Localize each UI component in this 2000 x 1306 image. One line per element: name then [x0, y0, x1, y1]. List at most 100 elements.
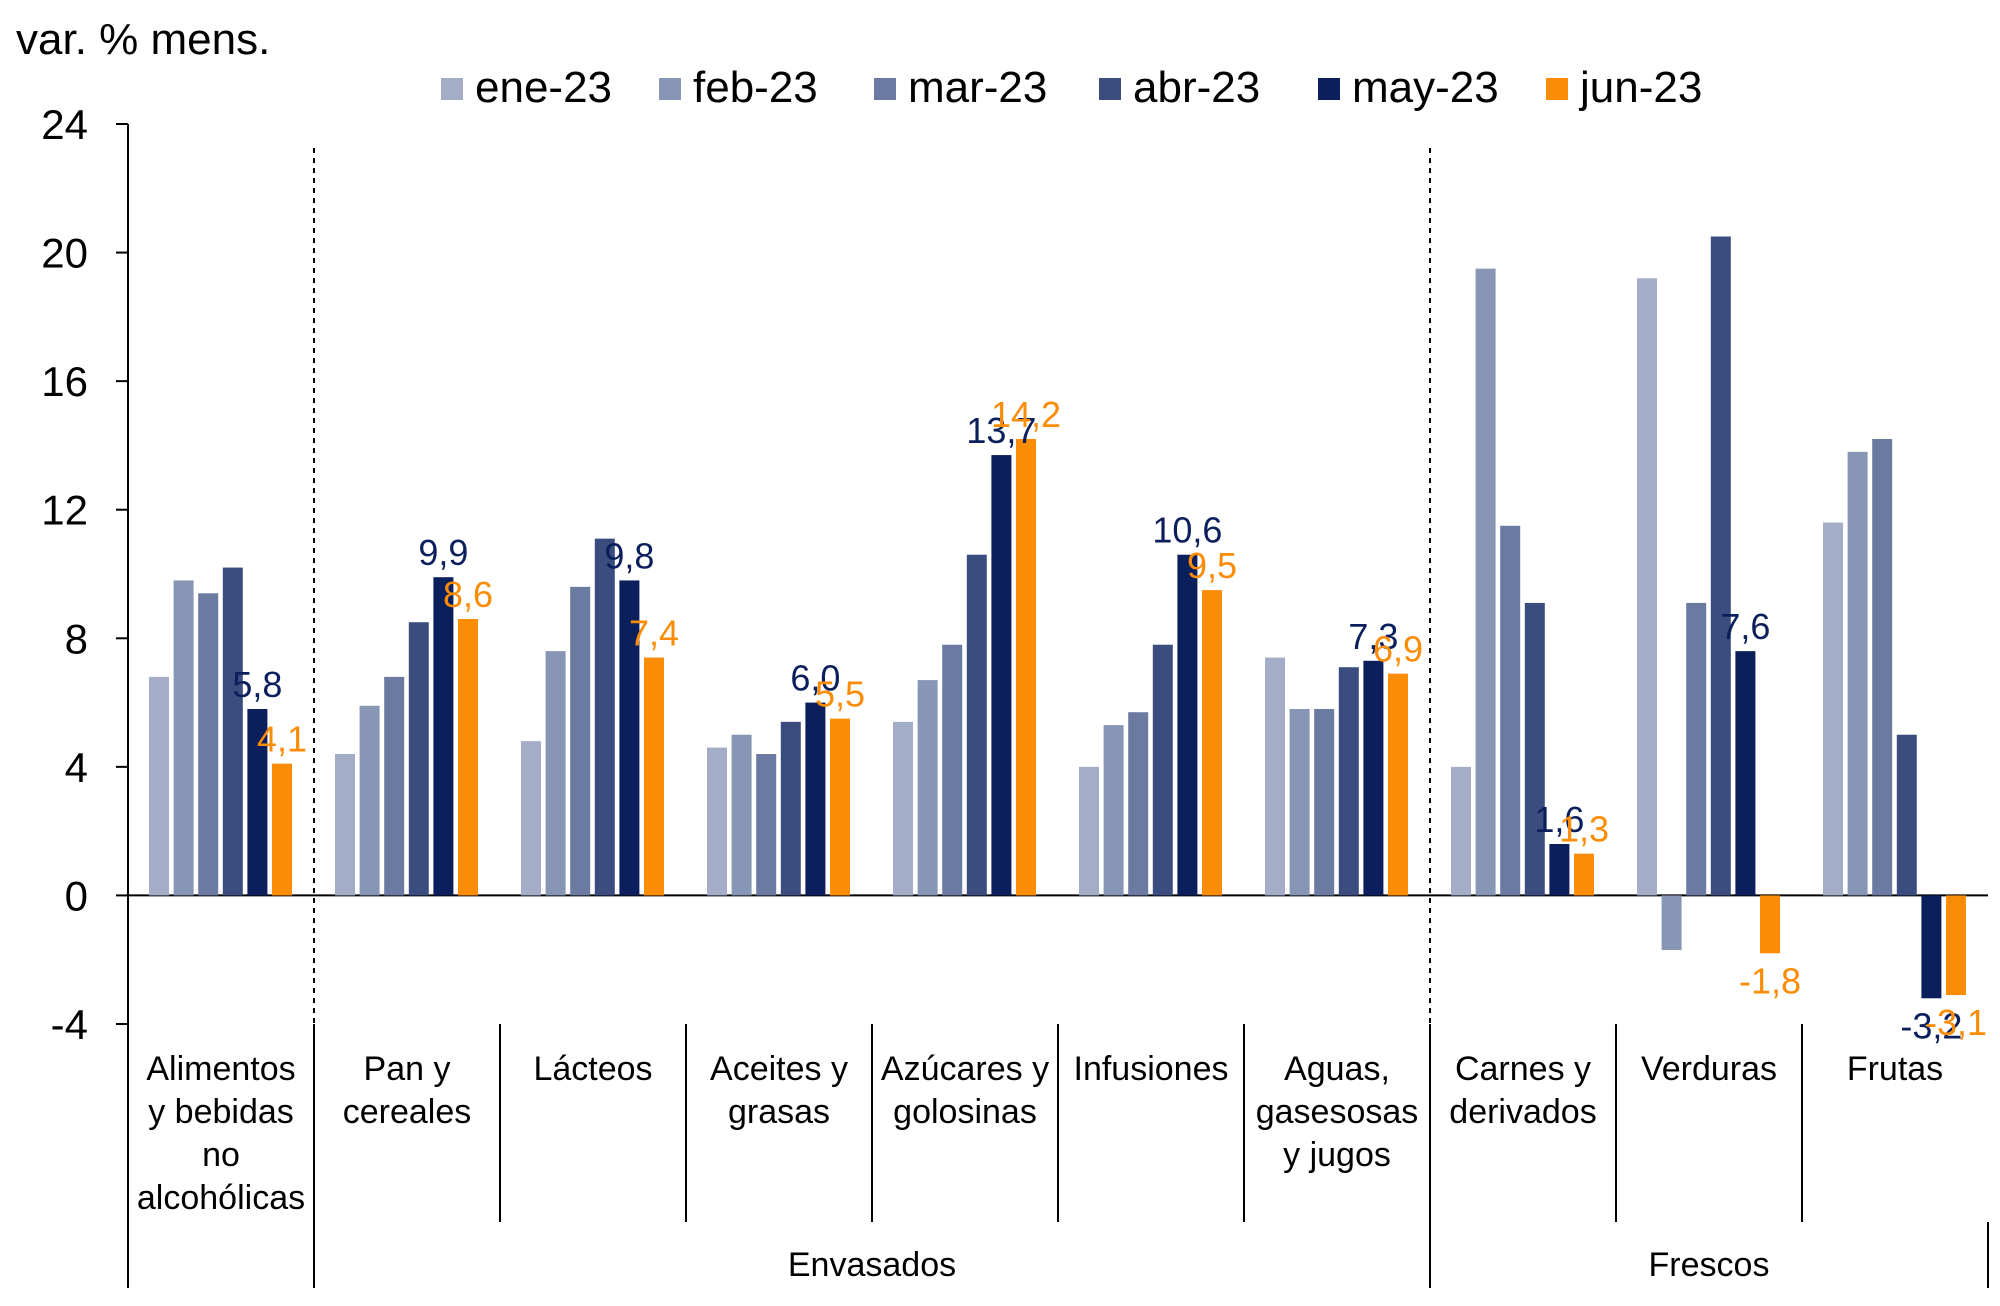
data-label: 5,8 — [232, 664, 282, 705]
data-label: 9,9 — [418, 532, 468, 573]
category-label: alcohólicas — [137, 1179, 305, 1217]
bar-may-23-cat-2 — [619, 580, 640, 896]
bar-ene-23-cat-2 — [521, 741, 541, 896]
legend-swatch — [441, 78, 463, 100]
category-label: y jugos — [1283, 1136, 1391, 1174]
bar-abr-23-cat-8 — [1710, 236, 1731, 896]
bar-may-23-cat-7 — [1549, 844, 1570, 896]
bar-mar-23-cat-5 — [1128, 712, 1149, 896]
bar-mar-23-cat-7 — [1500, 525, 1521, 896]
bar-mar-23-cat-1 — [384, 676, 405, 896]
bar-ene-23-cat-7 — [1451, 766, 1471, 896]
bar-mar-23-cat-0 — [198, 593, 219, 896]
data-label: 5,5 — [815, 674, 865, 715]
category-label: derivados — [1449, 1093, 1596, 1131]
bar-feb-23-cat-9 — [1847, 451, 1868, 896]
group-label: Frescos — [1649, 1246, 1770, 1284]
bar-feb-23-cat-2 — [545, 651, 566, 896]
y-tick-label: 12 — [41, 487, 88, 534]
data-label: 13,7 — [966, 410, 1036, 451]
legend-label: mar-23 — [908, 63, 1047, 112]
bars — [149, 236, 1966, 999]
bar-mar-23-cat-9 — [1872, 439, 1893, 896]
bar-may-23-cat-3 — [805, 702, 826, 896]
category-label: no — [202, 1136, 240, 1174]
bar-feb-23-cat-8 — [1661, 895, 1682, 951]
bar-abr-23-cat-6 — [1338, 667, 1359, 896]
legend-swatch — [1099, 78, 1121, 100]
bar-jun-23-cat-6 — [1388, 673, 1408, 896]
data-label: 6,0 — [790, 658, 840, 699]
bar-jun-23-cat-3 — [830, 718, 850, 896]
bar-feb-23-cat-7 — [1475, 268, 1496, 896]
category-label: Pan y — [364, 1050, 451, 1088]
category-label: y bebidas — [148, 1093, 294, 1131]
y-tick-label: 8 — [65, 615, 88, 662]
bar-jun-23-cat-7 — [1574, 853, 1594, 896]
bar-ene-23-cat-8 — [1637, 278, 1657, 896]
data-label: 7,6 — [1720, 606, 1770, 647]
bar-jun-23-cat-0 — [272, 763, 292, 896]
bar-feb-23-cat-6 — [1289, 709, 1310, 896]
axes: 24 20 16 12 8 4 0 -4 — [41, 101, 1989, 1288]
data-label: -1,8 — [1739, 960, 1801, 1001]
category-label: Azúcares y — [881, 1050, 1049, 1088]
bar-abr-23-cat-7 — [1524, 602, 1545, 896]
bar-jun-23-cat-8 — [1760, 895, 1780, 954]
bar-may-23-cat-1 — [433, 577, 454, 896]
bar-ene-23-cat-9 — [1823, 522, 1843, 896]
y-tick-label: 0 — [65, 872, 88, 919]
bar-mar-23-cat-6 — [1314, 709, 1335, 896]
y-tick-label: 4 — [65, 744, 88, 791]
data-label: -3,1 — [1925, 1002, 1987, 1043]
data-label: 9,5 — [1187, 545, 1237, 586]
category-label: Frutas — [1847, 1050, 1943, 1088]
bar-feb-23-cat-4 — [917, 680, 938, 896]
bar-abr-23-cat-5 — [1152, 644, 1173, 896]
legend-label: ene-23 — [475, 63, 612, 112]
data-label: 10,6 — [1152, 510, 1222, 551]
bar-feb-23-cat-5 — [1103, 725, 1124, 896]
bar-jun-23-cat-5 — [1202, 590, 1222, 896]
bar-abr-23-cat-0 — [222, 567, 243, 896]
legend-swatch — [659, 78, 681, 100]
bar-feb-23-cat-3 — [731, 734, 752, 896]
data-labels: 5,8 4,1 9,98,6 9,8 7,4 6,05,5 13,714,2 10,69,5 7… — [232, 394, 1987, 1046]
bar-may-23-cat-5 — [1177, 554, 1198, 896]
data-label: 7,3 — [1348, 616, 1398, 657]
category-label: Carnes y — [1455, 1050, 1591, 1088]
category-label: Alimentos — [146, 1050, 295, 1088]
bar-feb-23-cat-1 — [359, 705, 380, 896]
category-label: Verduras — [1641, 1050, 1777, 1088]
category-label: gasesosas — [1256, 1093, 1419, 1131]
y-tick-label: 24 — [41, 101, 88, 148]
bar-mar-23-cat-8 — [1686, 602, 1707, 896]
bar-abr-23-cat-1 — [408, 622, 429, 896]
data-label: 9,8 — [604, 535, 654, 576]
bar-may-23-cat-0 — [247, 709, 268, 896]
bar-abr-23-cat-3 — [780, 721, 801, 896]
data-label: 4,1 — [257, 719, 307, 760]
legend-label: may-23 — [1352, 63, 1499, 112]
category-label: golosinas — [893, 1093, 1037, 1131]
bar-ene-23-cat-3 — [707, 747, 727, 896]
category-label: grasas — [728, 1093, 830, 1131]
legend: ene-23 feb-23 mar-23 abr-23 may-23 jun-23 — [441, 63, 1702, 112]
bar-feb-23-cat-0 — [173, 580, 194, 896]
data-label: -3,2 — [1900, 1005, 1962, 1046]
bar-jun-23-cat-4 — [1016, 439, 1036, 896]
bar-ene-23-cat-0 — [149, 676, 169, 896]
bar-mar-23-cat-4 — [942, 644, 963, 896]
y-tick-label: 20 — [41, 230, 88, 277]
legend-label: feb-23 — [693, 63, 818, 112]
y-tick-label: -4 — [51, 1001, 88, 1048]
bar-mar-23-cat-3 — [756, 754, 777, 896]
bar-ene-23-cat-6 — [1265, 657, 1285, 896]
bar-jun-23-cat-1 — [458, 619, 478, 896]
data-label: 8,6 — [443, 574, 493, 615]
legend-label: jun-23 — [1578, 63, 1702, 112]
bar-may-23-cat-8 — [1735, 651, 1756, 896]
category-labels: Alimentos y bebidas no alcohólicas Pan y cere… — [137, 1050, 1943, 1284]
bar-mar-23-cat-2 — [570, 586, 591, 896]
